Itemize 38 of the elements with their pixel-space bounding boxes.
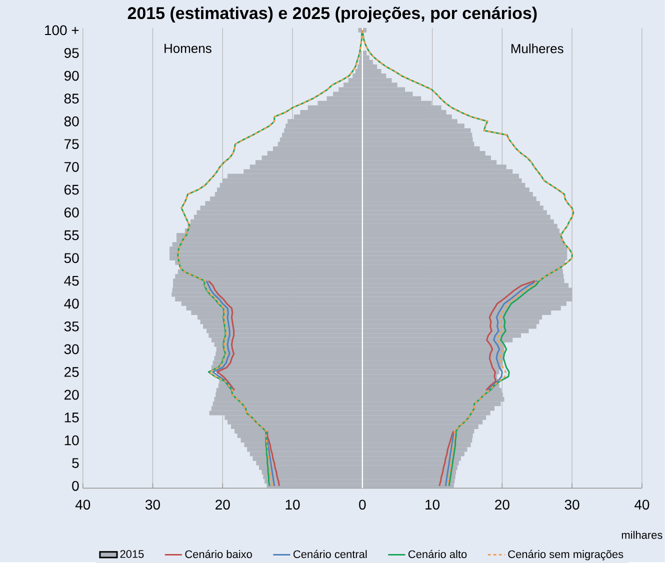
x-tick-label: 20 (495, 499, 510, 510)
y-tick-label: 55 (64, 230, 79, 240)
x-tick-label: 10 (286, 499, 300, 510)
y-tick-label: 40 (64, 298, 79, 308)
chart-title: 2015 (estimativas) e 2025 (projeções, por cenários) (128, 6, 537, 22)
x-tick-label: 30 (564, 499, 580, 510)
legend-label: Cenário alto (408, 550, 467, 558)
legend-label: Cenário sem migrações (508, 550, 624, 560)
y-tick-label: 20 (64, 390, 79, 400)
x-tick-label: 40 (634, 499, 650, 510)
y-tick-label: 0 (72, 480, 79, 491)
y-tick-label: 90 (64, 70, 79, 81)
y-tick-label: 25 (64, 366, 79, 377)
x-tick-label: 10 (426, 499, 440, 510)
y-tick-label: 85 (64, 93, 79, 104)
x-tick-label: 30 (146, 499, 160, 510)
y-tick-label: 5 (72, 458, 79, 468)
annotation: Mulheres (511, 43, 564, 53)
y-tick-label: 35 (64, 321, 79, 332)
x-tick-label: 0 (359, 499, 366, 510)
y-tick-label: 15 (64, 412, 79, 422)
y-tick-label: 70 (64, 162, 79, 172)
y-tick-label: 50 (64, 252, 79, 263)
x-axis-title: milhares (622, 530, 662, 539)
y-tick-label: 75 (64, 139, 79, 149)
y-tick-label: 30 (64, 344, 79, 354)
y-tick-label: 95 (64, 48, 79, 58)
y-tick-label: 45 (64, 276, 79, 286)
y-tick-label: 65 (64, 184, 79, 194)
y-tick-label: 80 (64, 116, 79, 126)
y-tick-label: 100 + (45, 25, 79, 35)
annotation: Homens (164, 44, 212, 53)
y-tick-label: 10 (64, 435, 79, 446)
y-tick-label: 60 (64, 207, 79, 218)
x-tick-label: 20 (216, 499, 230, 510)
legend-label: 2015 (120, 550, 144, 558)
legend-label: Cenário central (294, 550, 367, 558)
legend-label: Cenário baixo (185, 550, 252, 558)
